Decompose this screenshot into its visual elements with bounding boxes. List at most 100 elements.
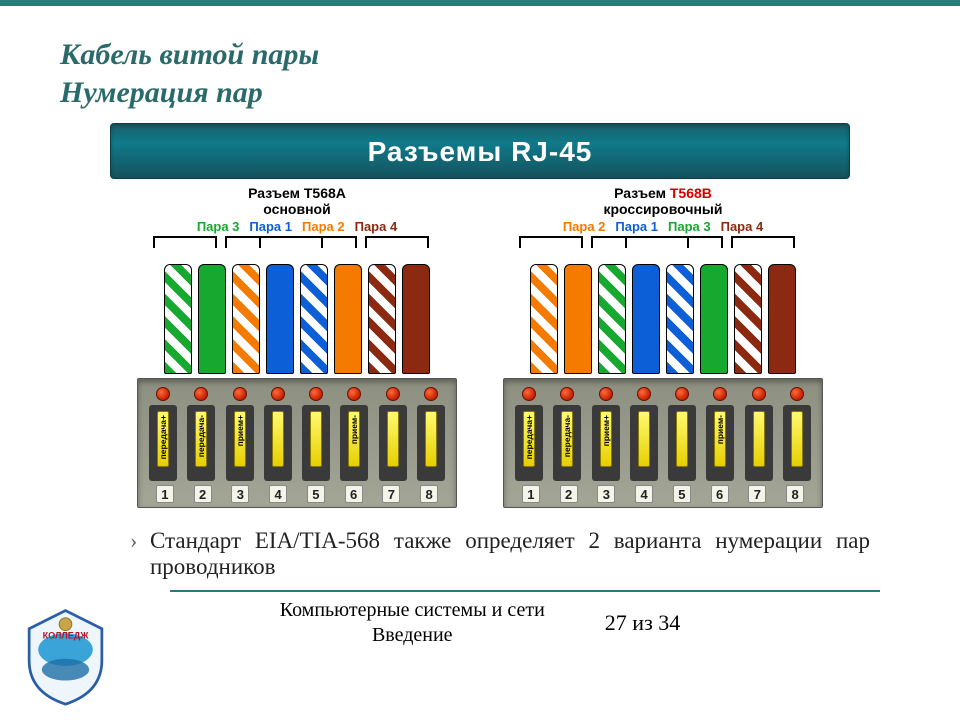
slide-title: Кабель витой пары Нумерация пар	[60, 36, 910, 111]
bracket	[153, 236, 217, 248]
pin-signal-label: прием+	[601, 415, 611, 446]
pin-slot	[783, 405, 811, 481]
body-text: Стандарт EIA/TIA-568 также определяет 2 …	[150, 528, 870, 580]
wire	[198, 264, 226, 374]
t568b-title-prefix: Разъем	[614, 185, 670, 201]
wire	[530, 264, 558, 374]
contact-dot	[156, 387, 170, 401]
pin-slot	[630, 405, 658, 481]
pair-label: Пара 2	[559, 219, 610, 234]
pin-slot: прием+	[592, 405, 620, 481]
wire	[300, 264, 328, 374]
title-line1: Кабель витой пары	[60, 38, 319, 71]
pin-slot: передача-	[187, 405, 215, 481]
wire	[768, 264, 796, 374]
pin-slot: прием-	[706, 405, 734, 481]
wire	[164, 264, 192, 374]
footer-line2: Введение	[372, 624, 453, 646]
t568b-dots	[510, 387, 816, 401]
pin-slot: передача+	[149, 405, 177, 481]
rj45-diagram: Разъемы RJ-45 Разъем Т568А основной Пара…	[110, 123, 850, 516]
connectors-row: Разъем Т568А основной Пара 3 Пара 1 Пара…	[110, 179, 850, 516]
contact-dot	[424, 387, 438, 401]
bracket	[365, 236, 429, 248]
contact-dot	[790, 387, 804, 401]
pin-number: 6	[711, 485, 729, 503]
contact-dot	[675, 387, 689, 401]
pin-slot	[264, 405, 292, 481]
wire	[334, 264, 362, 374]
pair-label: Пара 1	[245, 219, 296, 234]
contact-dot	[347, 387, 361, 401]
pin-bar	[387, 411, 399, 467]
pin-number: 4	[269, 485, 287, 503]
pair-label: Пара 3	[193, 219, 244, 234]
t568b-body: передача+передача-прием+прием- 12345678	[503, 378, 823, 508]
bracket	[519, 236, 583, 248]
wire	[564, 264, 592, 374]
connector-t568a: Разъем Т568А основной Пара 3 Пара 1 Пара…	[127, 185, 467, 508]
banner: Разъемы RJ-45	[110, 123, 850, 179]
contact-dot	[271, 387, 285, 401]
footer: Компьютерные системы и сети Введение 27 …	[50, 598, 910, 648]
t568a-pins: передача+ передача-прием+ прием-	[144, 401, 450, 481]
pin-bar	[791, 411, 803, 467]
pin-slot: прием+	[226, 405, 254, 481]
wire	[402, 264, 430, 374]
divider	[170, 590, 880, 592]
wire	[632, 264, 660, 374]
pin-slot	[668, 405, 696, 481]
wire	[666, 264, 694, 374]
bracket	[225, 236, 357, 248]
wire	[232, 264, 260, 374]
t568a-nums: 12345678	[144, 485, 450, 503]
bracket	[591, 236, 723, 248]
t568b-brackets	[519, 234, 807, 252]
t568b-title-line2: кроссировочный	[604, 201, 723, 217]
t568a-wires	[127, 254, 467, 374]
t568a-body: передача+передача-прием+прием- 12345678	[137, 378, 457, 508]
t568a-title-line1: Разъем Т568А	[248, 185, 346, 201]
pin-number: 3	[231, 485, 249, 503]
contact-dot	[309, 387, 323, 401]
wire	[700, 264, 728, 374]
wire	[266, 264, 294, 374]
t568b-pair-labels: Пара 2 Пара 1 Пара 3 Пара 4	[493, 219, 833, 234]
pin-number: 8	[420, 485, 438, 503]
slide: Кабель витой пары Нумерация пар Разъемы …	[0, 6, 960, 658]
contact-dot	[560, 387, 574, 401]
pin-number: 7	[382, 485, 400, 503]
pin-signal-label: передача+	[158, 415, 168, 459]
pin-slot: прием-	[340, 405, 368, 481]
pin-bar	[753, 411, 765, 467]
footer-line1: Компьютерные системы и сети	[280, 599, 545, 621]
t568a-pair-labels: Пара 3 Пара 1 Пара 2 Пара 4	[127, 219, 467, 234]
pin-signal-label: прием-	[715, 415, 725, 444]
contact-dot	[522, 387, 536, 401]
pair-label: Пара 4	[351, 219, 402, 234]
page-number: 27 из 34	[605, 610, 680, 636]
bracket	[731, 236, 795, 248]
contact-dot	[752, 387, 766, 401]
pin-slot	[302, 405, 330, 481]
t568b-pins: передача+ передача-прием+ прием-	[510, 401, 816, 481]
pin-number: 2	[194, 485, 212, 503]
pin-number: 2	[560, 485, 578, 503]
pair-label: Пара 3	[664, 219, 715, 234]
svg-text:КОЛЛЕДЖ: КОЛЛЕДЖ	[43, 631, 90, 641]
pin-signal-label: прием+	[235, 415, 245, 446]
pin-slot: передача-	[553, 405, 581, 481]
pin-signal-label: передача-	[562, 415, 572, 457]
pin-bar	[310, 411, 322, 467]
t568b-title: Разъем Т568В кроссировочный	[493, 185, 833, 217]
contact-dot	[713, 387, 727, 401]
contact-dot	[233, 387, 247, 401]
pin-slot: передача+	[515, 405, 543, 481]
pin-bar	[425, 411, 437, 467]
contact-dot	[386, 387, 400, 401]
pin-slot	[379, 405, 407, 481]
pin-number: 1	[522, 485, 540, 503]
footer-text: Компьютерные системы и сети Введение	[280, 598, 545, 648]
pin-signal-label: прием-	[349, 415, 359, 444]
pin-number: 4	[635, 485, 653, 503]
